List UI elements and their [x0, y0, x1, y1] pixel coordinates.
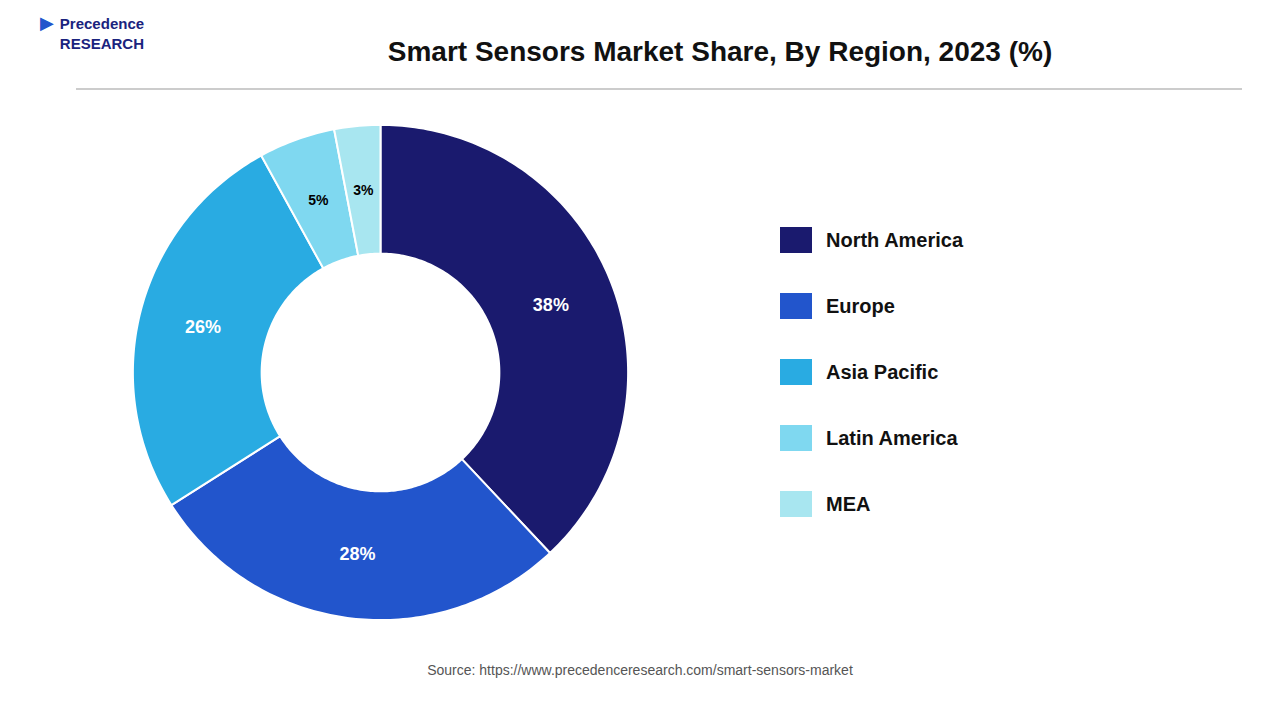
svg-text:26%: 26% [185, 317, 221, 337]
html-text:▶ Precedence RESEARCH: ▶ Precedence RESEARCH [40, 13, 145, 52]
svg-text:5%: 5% [308, 192, 329, 208]
html-text:Asia Pacific: Asia Pacific [826, 360, 939, 383]
html-text:MEA: MEA [826, 492, 871, 515]
html-text:Smart Sensors Market Share, By: Smart Sensors Market Share, By Region, 2… [387, 36, 1053, 67]
svg-text:38%: 38% [533, 295, 569, 315]
html-text:Latin America: Latin America [826, 426, 958, 449]
svg-text:3%: 3% [353, 182, 374, 198]
svg-text:28%: 28% [340, 544, 376, 564]
html-text:North America: North America [826, 228, 964, 251]
html-text:Europe: Europe [826, 294, 895, 317]
html-text:Source: https://www.precedence: Source: https://www.precedenceresearch.c… [427, 662, 853, 678]
